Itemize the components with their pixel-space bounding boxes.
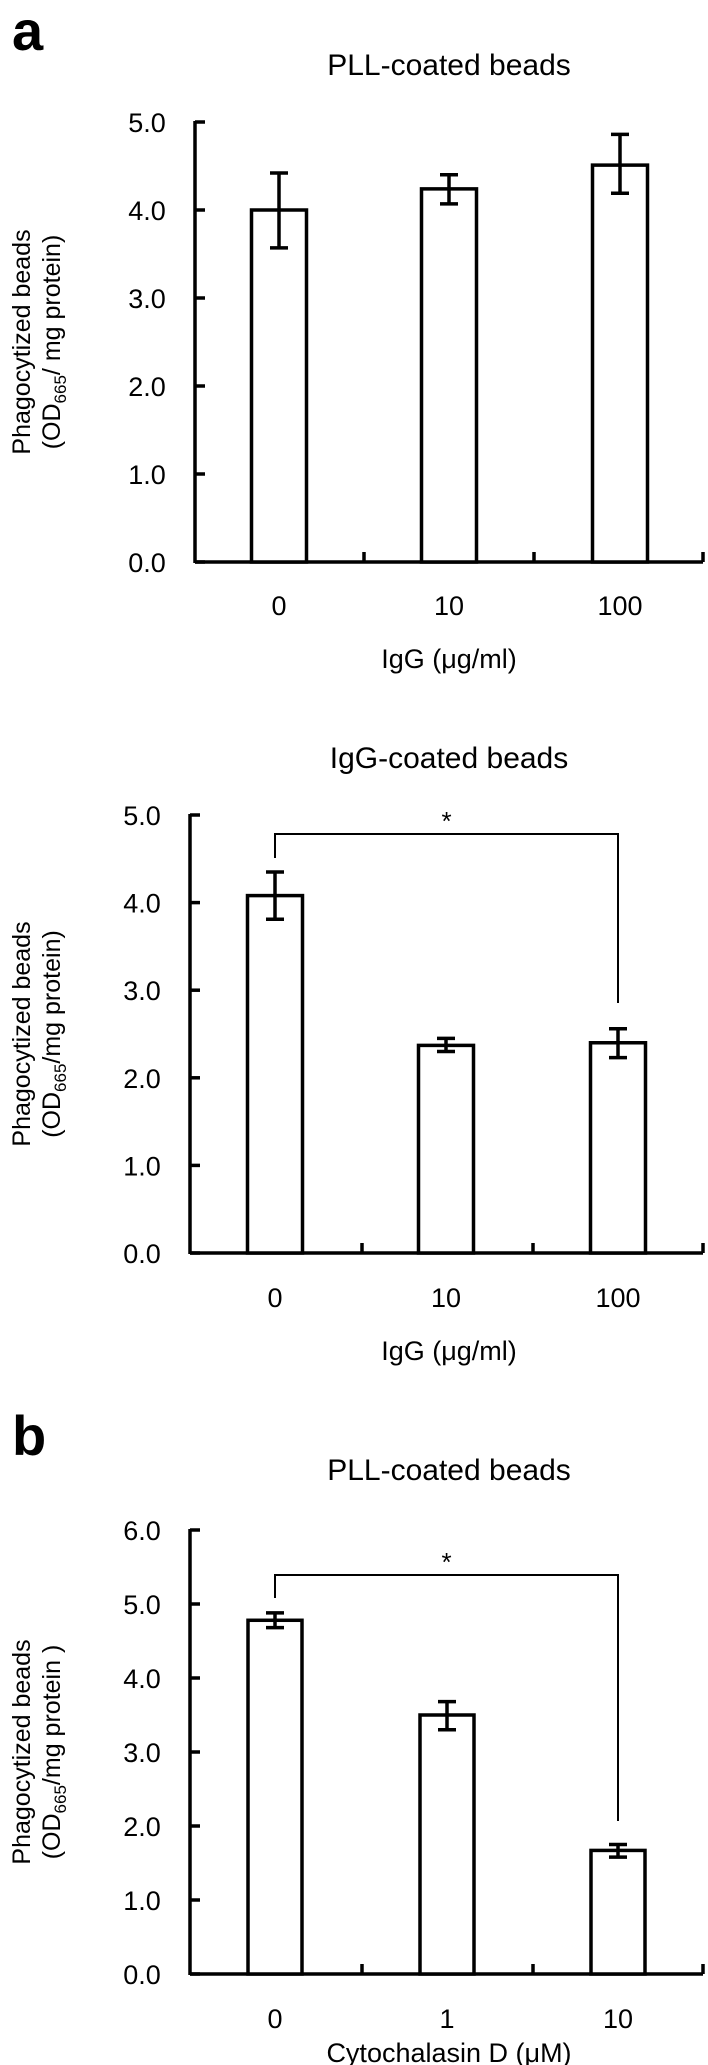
y-tick-label: 5.0 — [123, 801, 161, 831]
x-tick-label: 0 — [271, 591, 286, 621]
y-tick-label: 4.0 — [123, 1664, 161, 1694]
bar-0 — [246, 1618, 304, 1976]
y-tick-label: 1.0 — [128, 460, 166, 490]
y-axis-label: Phagocytized beads (OD665/mg protein) — [8, 921, 70, 1146]
x-tick-label: 100 — [595, 1283, 640, 1313]
bar-100 — [588, 1041, 648, 1255]
chart-1: PLL-coated beads 0.0 1.0 2.0 3.0 4.0 5.0 0 10 100… — [8, 49, 705, 674]
y-tick-label: 5.0 — [123, 1590, 161, 1620]
x-tick-label: 10 — [434, 591, 464, 621]
significance-star: * — [441, 806, 451, 836]
chart-3: PLL-coated beads 0.0 1.0 2.0 3.0 4.0 5.0 6.0 0 1 1… — [8, 1454, 705, 2065]
y-tick-label: 3.0 — [128, 284, 166, 314]
x-tick-label: 0 — [267, 2004, 282, 2034]
y-axis-label-line1: Phagocytized beads — [8, 229, 36, 454]
y-tick-label: 4.0 — [128, 196, 166, 226]
x-axis-label: IgG (μg/ml) — [381, 644, 517, 674]
y-tick-label: 0.0 — [123, 1960, 161, 1990]
y-tick-label: 0.0 — [128, 548, 166, 578]
y-tick-label: 3.0 — [123, 976, 161, 1006]
bar-1 — [418, 1713, 476, 1976]
panel-label-b: b — [12, 1404, 46, 1467]
chart-2: IgG-coated beads 0.0 1.0 2.0 3.0 4.0 5.0 0 10 100… — [8, 742, 705, 1366]
panel-label-a: a — [12, 0, 44, 62]
y-tick-label: 0.0 — [123, 1239, 161, 1269]
y-tick-label: 2.0 — [128, 372, 166, 402]
x-tick-label: 10 — [431, 1283, 461, 1313]
x-axis-label: IgG (μg/ml) — [381, 1336, 517, 1366]
y-tick-label: 4.0 — [123, 889, 161, 919]
significance-bracket — [274, 833, 619, 1003]
x-tick-label: 0 — [267, 1283, 282, 1313]
x-tick-label: 1 — [439, 2004, 454, 2034]
y-tick-label: 1.0 — [123, 1886, 161, 1916]
y-axis-label-line2: (OD665/mg protein ) — [38, 1645, 70, 1860]
y-axis-label-line1: Phagocytized beads — [8, 921, 36, 1146]
y-axis-label-line2: (OD665/mg protein) — [38, 930, 70, 1138]
significance-bracket — [274, 1574, 619, 1821]
y-axis-label: Phagocytized beads (OD665/mg protein ) — [8, 1639, 70, 1864]
y-tick-label: 5.0 — [128, 108, 166, 138]
y-axis-label-line1: Phagocytized beads — [8, 1639, 36, 1864]
bar-0 — [249, 208, 309, 564]
y-tick-label: 6.0 — [123, 1516, 161, 1546]
y-axis-label-line2: (OD665/ mg protein) — [38, 235, 70, 450]
x-tick-label: 100 — [597, 591, 642, 621]
y-tick-label: 3.0 — [123, 1738, 161, 1768]
y-axis-label: Phagocytized beads (OD665/ mg protein) — [8, 229, 70, 454]
y-tick-label: 2.0 — [123, 1812, 161, 1842]
bar-10 — [419, 187, 479, 564]
y-tick-label: 1.0 — [123, 1151, 161, 1181]
x-tick-label: 10 — [603, 2004, 633, 2034]
y-tick-label: 2.0 — [123, 1064, 161, 1094]
x-axis-label: Cytochalasin D (μM) — [326, 2038, 571, 2065]
bar-100 — [590, 163, 650, 564]
bar-0 — [245, 893, 305, 1255]
bar-10 — [589, 1848, 647, 1976]
chart-title: PLL-coated beads — [327, 1454, 571, 1487]
chart-title: IgG-coated beads — [330, 742, 569, 775]
bar-10 — [416, 1043, 476, 1255]
chart-title: PLL-coated beads — [327, 49, 571, 82]
significance-star: * — [441, 1547, 451, 1577]
